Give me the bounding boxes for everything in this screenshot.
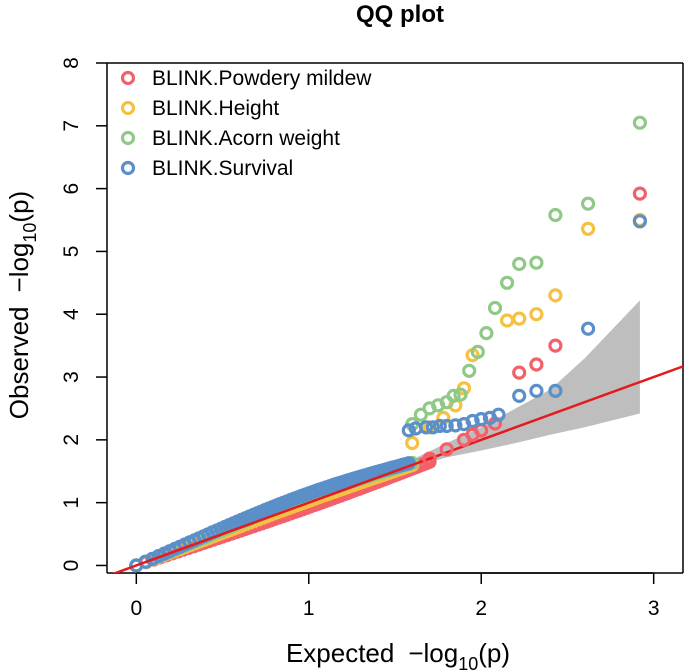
- data-point: [548, 338, 563, 353]
- data-point: [422, 451, 437, 466]
- data-point: [529, 383, 544, 398]
- data-point: [512, 311, 527, 326]
- data-point: [632, 186, 648, 201]
- y-label-sub: 10: [20, 223, 40, 243]
- data-point: [439, 442, 454, 457]
- data-point: [580, 321, 596, 336]
- data-point: [632, 115, 648, 130]
- legend-marker: [120, 160, 136, 176]
- y-label-prefix: Observed: [4, 306, 34, 419]
- data-point: [474, 412, 489, 427]
- legend-marker: [120, 100, 136, 116]
- data-point: [405, 435, 420, 451]
- data-point: [446, 388, 461, 403]
- data-point: [462, 363, 477, 378]
- data-point: [548, 288, 563, 303]
- y-tick-label: 2: [60, 434, 83, 446]
- data-point: [479, 326, 494, 341]
- data-point: [470, 344, 485, 359]
- y-label-paren: (p): [4, 191, 34, 223]
- x-label-prefix: Expected: [286, 638, 394, 668]
- data-point: [580, 221, 596, 236]
- confidence-band-layer: [403, 300, 640, 470]
- data-point: [500, 313, 515, 328]
- legend-label: BLINK.Acorn weight: [152, 127, 340, 150]
- data-point: [500, 275, 515, 290]
- data-point: [432, 418, 447, 434]
- x-label-sub: 10: [458, 654, 478, 671]
- legend-label: BLINK.Survival: [152, 157, 293, 180]
- y-tick-label: 5: [60, 246, 83, 258]
- data-point: [529, 307, 544, 322]
- x-tick-label: 2: [475, 597, 487, 620]
- y-tick-label: 3: [60, 371, 83, 383]
- data-point: [448, 418, 463, 433]
- data-point: [418, 420, 434, 435]
- series-points-layer: [401, 115, 648, 466]
- y-tick-label: 6: [60, 183, 83, 195]
- data-point: [632, 214, 648, 229]
- y-axis: 0 1 2 3 4 5 6 7 8: [60, 57, 107, 571]
- y-tick-label: 8: [60, 57, 83, 69]
- series-blink-acorn-weight: [405, 115, 648, 432]
- y-tick-label: 4: [60, 308, 83, 320]
- y-tick-label: 1: [60, 497, 83, 509]
- legend: BLINK.Powdery mildew BLINK.Height BLINK.Ac…: [120, 67, 372, 180]
- data-point: [439, 418, 454, 434]
- data-point: [465, 413, 480, 429]
- y-tick-label: 0: [60, 560, 83, 572]
- data-point: [487, 300, 503, 316]
- bulk-point: [138, 554, 153, 569]
- data-point: [425, 420, 440, 435]
- y-label-main: −log: [4, 243, 34, 293]
- data-point: [548, 207, 563, 223]
- data-point: [548, 383, 563, 398]
- data-point: [512, 388, 527, 403]
- reference-line: [111, 365, 684, 573]
- x-tick-label: 3: [648, 597, 660, 620]
- legend-marker: [120, 130, 136, 146]
- series-blink-survival: [401, 214, 648, 438]
- confidence-band: [403, 300, 640, 470]
- y-axis-label: Observed −log10(p): [4, 191, 40, 419]
- x-tick-label: 1: [303, 597, 315, 620]
- data-point: [580, 196, 596, 211]
- x-label-main: −log: [408, 638, 458, 668]
- data-point: [512, 256, 527, 272]
- y-tick-label: 7: [60, 120, 83, 132]
- x-axis-label: Expected −log10(p): [286, 638, 510, 671]
- x-axis: 0 1 2 3: [130, 572, 660, 620]
- x-tick-label: 0: [130, 597, 142, 620]
- data-point: [529, 357, 544, 372]
- legend-label: BLINK.Height: [152, 97, 279, 120]
- data-point: [529, 255, 544, 270]
- legend-marker: [120, 70, 136, 86]
- data-point: [512, 365, 527, 380]
- reference-line-layer: [111, 365, 684, 573]
- data-point: [453, 387, 468, 402]
- legend-label: BLINK.Powdery mildew: [152, 67, 372, 90]
- x-label-paren: (p): [478, 638, 510, 668]
- data-point: [491, 407, 506, 422]
- data-point: [401, 423, 416, 438]
- chart-title: QQ plot: [356, 1, 444, 28]
